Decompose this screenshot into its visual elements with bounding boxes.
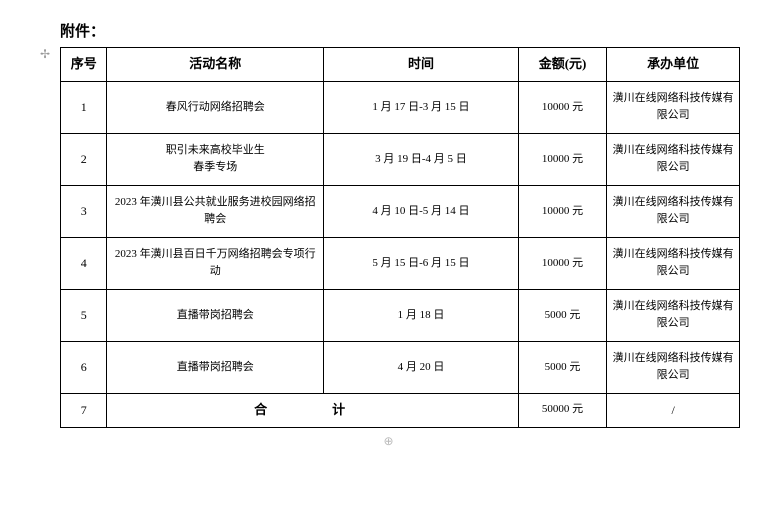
total-org: /: [607, 393, 740, 427]
cell-org: 潢川在线网络科技传媒有限公司: [607, 185, 740, 237]
cell-amount: 10000 元: [518, 237, 606, 289]
cell-index: 3: [61, 185, 107, 237]
activity-table: 序号 活动名称 时间 金额(元) 承办单位 1春风行动网络招聘会1 月 17 日…: [60, 47, 740, 428]
table-container: ✢ 序号 活动名称 时间 金额(元) 承办单位 1春风行动网络招聘会1 月 17…: [60, 47, 737, 428]
header-amount: 金额(元): [518, 48, 606, 82]
header-name: 活动名称: [107, 48, 324, 82]
cell-index: 6: [61, 341, 107, 393]
header-org: 承办单位: [607, 48, 740, 82]
cell-time: 4 月 20 日: [324, 341, 519, 393]
cell-org: 潢川在线网络科技传媒有限公司: [607, 133, 740, 185]
cell-name: 2023 年潢川县公共就业服务进校园网络招聘会: [107, 185, 324, 237]
table-row: 1春风行动网络招聘会1 月 17 日-3 月 15 日10000 元潢川在线网络…: [61, 81, 740, 133]
cell-name: 直播带岗招聘会: [107, 289, 324, 341]
table-header-row: 序号 活动名称 时间 金额(元) 承办单位: [61, 48, 740, 82]
cell-name: 直播带岗招聘会: [107, 341, 324, 393]
cell-time: 1 月 18 日: [324, 289, 519, 341]
total-label: 合 计: [107, 393, 518, 427]
cell-org: 潢川在线网络科技传媒有限公司: [607, 81, 740, 133]
table-row: 2职引未来高校毕业生春季专场3 月 19 日-4 月 5 日10000 元潢川在…: [61, 133, 740, 185]
cell-index: 5: [61, 289, 107, 341]
cell-amount: 5000 元: [518, 289, 606, 341]
table-row: 42023 年潢川县百日千万网络招聘会专项行动5 月 15 日-6 月 15 日…: [61, 237, 740, 289]
total-amount: 50000 元: [518, 393, 606, 427]
header-time: 时间: [324, 48, 519, 82]
table-total-row: 7合 计50000 元/: [61, 393, 740, 427]
total-index: 7: [61, 393, 107, 427]
table-row: 6直播带岗招聘会4 月 20 日5000 元潢川在线网络科技传媒有限公司: [61, 341, 740, 393]
cell-index: 4: [61, 237, 107, 289]
cell-index: 1: [61, 81, 107, 133]
corner-marker: ✢: [40, 47, 50, 62]
cell-amount: 5000 元: [518, 341, 606, 393]
cell-time: 1 月 17 日-3 月 15 日: [324, 81, 519, 133]
cell-name: 2023 年潢川县百日千万网络招聘会专项行动: [107, 237, 324, 289]
cell-org: 潢川在线网络科技传媒有限公司: [607, 341, 740, 393]
cell-index: 2: [61, 133, 107, 185]
table-row: 5直播带岗招聘会1 月 18 日5000 元潢川在线网络科技传媒有限公司: [61, 289, 740, 341]
cell-org: 潢川在线网络科技传媒有限公司: [607, 289, 740, 341]
cell-org: 潢川在线网络科技传媒有限公司: [607, 237, 740, 289]
cell-name: 春风行动网络招聘会: [107, 81, 324, 133]
footer-marker: ⊕: [40, 434, 737, 449]
cell-amount: 10000 元: [518, 185, 606, 237]
cell-time: 5 月 15 日-6 月 15 日: [324, 237, 519, 289]
header-index: 序号: [61, 48, 107, 82]
cell-time: 3 月 19 日-4 月 5 日: [324, 133, 519, 185]
cell-name: 职引未来高校毕业生春季专场: [107, 133, 324, 185]
cell-amount: 10000 元: [518, 81, 606, 133]
cell-time: 4 月 10 日-5 月 14 日: [324, 185, 519, 237]
cell-amount: 10000 元: [518, 133, 606, 185]
attachment-label: 附件：: [60, 20, 737, 41]
table-row: 32023 年潢川县公共就业服务进校园网络招聘会4 月 10 日-5 月 14 …: [61, 185, 740, 237]
